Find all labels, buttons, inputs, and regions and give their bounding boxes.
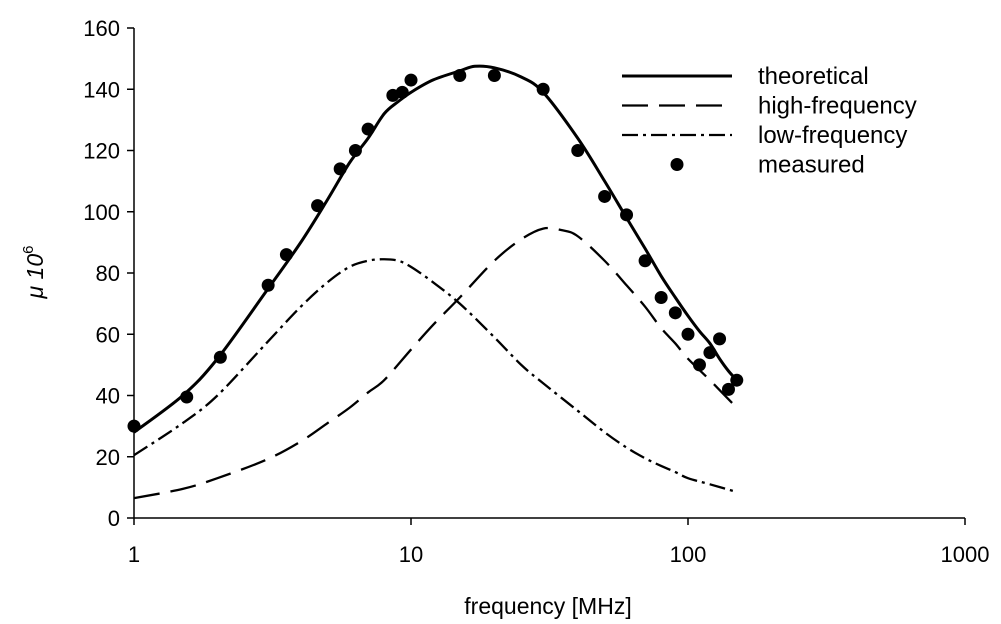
- data-point: [668, 306, 682, 320]
- y-tick-label: 0: [108, 506, 120, 531]
- y-tick-label: 100: [83, 200, 120, 225]
- legend-label: theoretical: [758, 63, 869, 90]
- series-line-theoretical: [133, 64, 738, 434]
- plot-area: [127, 64, 744, 500]
- data-point: [598, 189, 612, 203]
- y-tick-label: 40: [96, 384, 120, 409]
- legend-marker: [670, 158, 684, 171]
- legend-item-high-frequency: high-frequency: [622, 93, 917, 120]
- y-tick-label: 140: [83, 77, 120, 102]
- data-point: [571, 144, 585, 157]
- y-axis: 0 20 40 60 80 100 120 140 160: [83, 16, 135, 531]
- data-point: [404, 73, 418, 87]
- data-point: [127, 419, 141, 433]
- data-point: [638, 254, 652, 268]
- data-point: [453, 68, 467, 82]
- data-point: [536, 82, 550, 96]
- data-point: [348, 144, 362, 157]
- data-point: [713, 332, 727, 346]
- x-tick-label: 1: [128, 542, 140, 567]
- x-tick-label: 100: [670, 542, 707, 567]
- y-tick-label: 60: [96, 322, 120, 347]
- legend-item-theoretical: theoretical: [622, 63, 869, 90]
- series-line-low-frequency: [133, 258, 738, 494]
- data-point: [692, 358, 706, 372]
- y-axis-label: μ 106: [20, 246, 48, 300]
- series-high-frequency: [133, 226, 738, 500]
- y-tick-label: 20: [96, 445, 120, 470]
- x-axis: 1 10 100 1000: [128, 517, 990, 567]
- series-measured: [127, 68, 744, 433]
- x-tick-label: 1000: [941, 542, 990, 567]
- y-tick-label: 120: [83, 139, 120, 164]
- data-point: [730, 373, 744, 387]
- data-point: [395, 85, 409, 99]
- data-point: [213, 350, 227, 364]
- legend-item-measured: measured: [670, 152, 865, 179]
- data-point: [361, 122, 375, 136]
- data-point: [261, 278, 275, 292]
- legend-label: high-frequency: [758, 93, 917, 120]
- legend-label: low-frequency: [758, 122, 907, 149]
- series-line-high-frequency: [133, 226, 738, 500]
- x-axis-label: frequency [MHz]: [464, 593, 631, 619]
- data-point: [279, 248, 293, 262]
- data-point: [681, 327, 695, 341]
- legend-label: measured: [758, 152, 865, 179]
- legend-item-low-frequency: low-frequency: [622, 122, 907, 149]
- data-point: [180, 390, 194, 404]
- data-point: [333, 162, 347, 176]
- y-tick-label: 160: [83, 16, 120, 41]
- series-theoretical: [133, 64, 738, 434]
- y-tick-label: 80: [96, 261, 120, 286]
- data-point: [620, 208, 634, 222]
- series-low-frequency: [133, 258, 738, 494]
- data-point: [703, 346, 717, 360]
- data-point: [721, 382, 735, 396]
- data-point: [654, 291, 668, 304]
- x-tick-label: 10: [399, 542, 423, 567]
- data-point: [311, 199, 325, 213]
- data-point: [487, 68, 501, 82]
